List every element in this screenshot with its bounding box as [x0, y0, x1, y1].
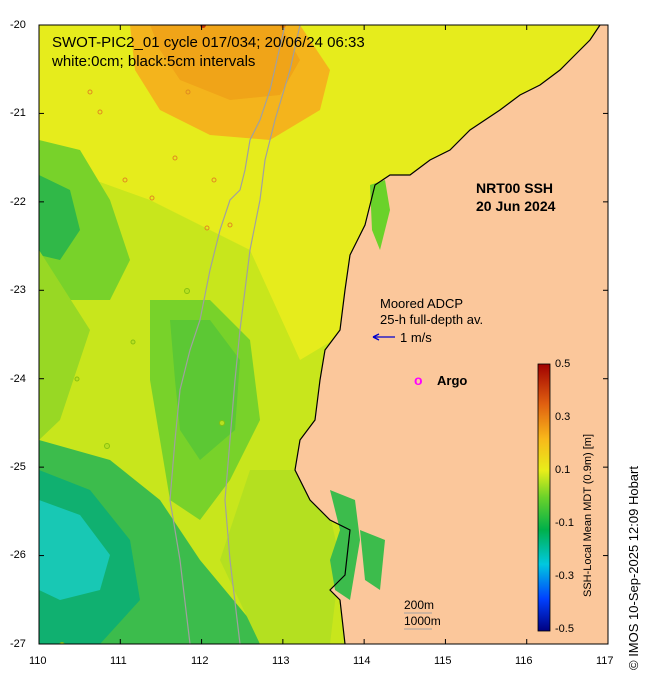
- adcp-label: Moored ADCP: [380, 296, 464, 311]
- ssh-field: [39, 25, 608, 644]
- x-tick-label: 116: [515, 655, 533, 667]
- colorbar-label: SSH-Local Mean MDT (0.9m) [m]: [582, 433, 594, 597]
- y-tick-label: -21: [10, 107, 26, 119]
- vector-scale-arrow: [372, 333, 395, 341]
- land: [295, 25, 608, 644]
- x-tick-label: 115: [434, 655, 452, 667]
- x-tick-label: 110: [29, 655, 47, 667]
- colorbar-tick: 0.5: [555, 358, 571, 370]
- y-tick-label: -20: [10, 19, 26, 31]
- plot-frame: [38, 24, 609, 645]
- x-tick-label: 114: [353, 655, 371, 667]
- adcp-sublabel: 25-h full-depth av.: [380, 312, 484, 327]
- y-tick-label: -24: [10, 373, 26, 385]
- y-tick-label: -25: [10, 461, 26, 473]
- x-tick-label: 112: [191, 655, 209, 667]
- product-date: 20 Jun 2024: [476, 198, 556, 214]
- colorbar-tick: -0.3: [555, 570, 574, 582]
- depth-contour-1000: 1000m: [404, 614, 441, 628]
- y-tick-label: -26: [10, 549, 26, 561]
- credit-text: © IMOS 10-Sep-2025 12:09 Hobart: [626, 466, 641, 670]
- y-tick-label: -27: [10, 638, 26, 650]
- colorbar-tick: -0.5: [555, 623, 574, 635]
- x-tick-label: 117: [596, 655, 614, 667]
- title-line-2: white:0cm; black:5cm intervals: [52, 53, 256, 70]
- product-name: NRT00 SSH: [476, 180, 554, 196]
- vector-scale-label: 1 m/s: [400, 330, 432, 345]
- colorbar: [537, 363, 551, 632]
- x-tick-label: 111: [110, 655, 127, 667]
- colorbar-tick: 0.3: [555, 411, 571, 423]
- title-line-1: SWOT-PIC2_01 cycle 017/034; 20/06/24 06:…: [52, 34, 365, 51]
- argo-symbol: o: [414, 372, 423, 388]
- y-tick-label: -23: [10, 284, 26, 296]
- argo-label: Argo: [437, 373, 468, 388]
- x-tick-label: 113: [272, 655, 290, 667]
- depth-contour-200: 200m: [404, 598, 435, 612]
- colorbar-tick: -0.1: [555, 517, 574, 529]
- y-tick-label: -22: [10, 196, 26, 208]
- colorbar-tick: 0.1: [555, 464, 571, 476]
